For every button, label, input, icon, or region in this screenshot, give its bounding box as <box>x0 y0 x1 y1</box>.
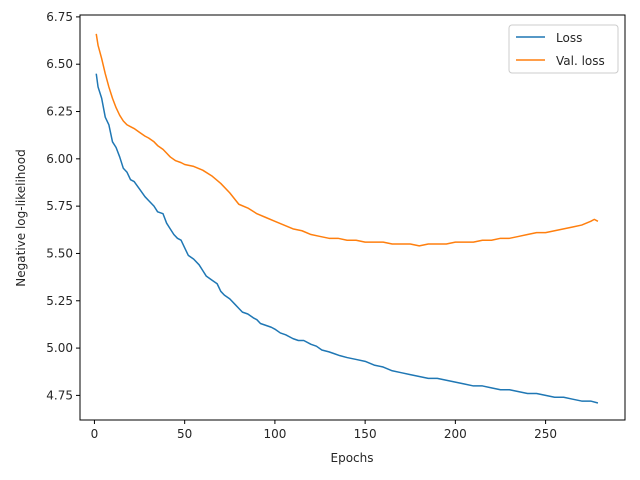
y-axis: 4.75 5.00 5.25 5.50 5.75 6.00 6.25 6.50 6.75 <box>46 10 80 402</box>
y-axis-label: Negative log-likelihood <box>14 149 28 286</box>
x-tick-label: 100 <box>263 427 286 441</box>
series-line-loss <box>95 73 599 404</box>
y-tick-label: 4.75 <box>46 388 73 402</box>
x-tick-label: 50 <box>177 427 192 441</box>
x-axis-label: Epochs <box>331 451 374 465</box>
plot-lines <box>95 33 599 404</box>
x-axis: 0 50 100 150 200 250 <box>91 420 557 441</box>
y-tick-label: 5.00 <box>46 341 73 355</box>
y-tick-label: 5.50 <box>46 246 73 260</box>
y-tick-label: 5.25 <box>46 294 73 308</box>
legend-label-val-loss: Val. loss <box>556 54 605 68</box>
y-tick-label: 6.75 <box>46 10 73 24</box>
x-tick-label: 250 <box>534 427 557 441</box>
legend: Loss Val. loss <box>508 24 619 74</box>
x-tick-label: 0 <box>91 427 99 441</box>
plot-frame <box>79 14 626 421</box>
y-tick-label: 6.50 <box>46 57 73 71</box>
x-tick-label: 150 <box>354 427 377 441</box>
y-tick-label: 6.25 <box>46 105 73 119</box>
y-tick-label: 5.75 <box>46 199 73 213</box>
legend-label-loss: Loss <box>556 31 582 45</box>
y-tick-label: 6.00 <box>46 152 73 166</box>
series-line-val-loss <box>95 33 599 247</box>
x-tick-label: 200 <box>444 427 467 441</box>
